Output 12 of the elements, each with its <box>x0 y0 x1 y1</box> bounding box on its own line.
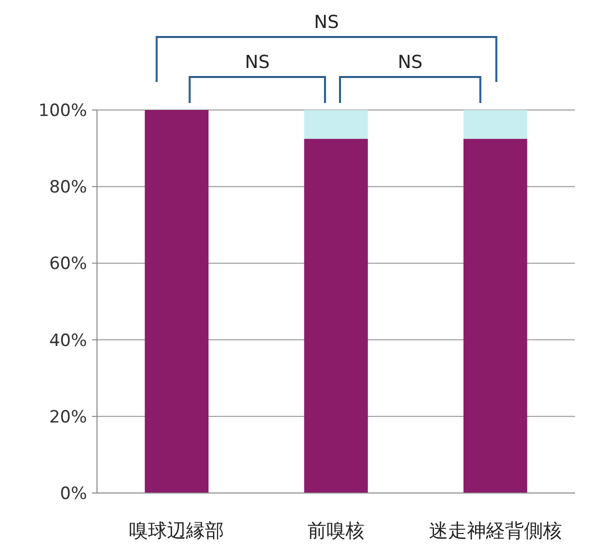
text: NS <box>314 12 339 33</box>
text: NS <box>398 52 423 73</box>
y-tick-label: 40% <box>49 330 87 351</box>
x-tick-label: 嗅球辺縁部 <box>129 520 224 542</box>
y-tick-label: 0% <box>60 484 87 504</box>
y-tick-label: 100% <box>38 100 87 121</box>
x-tick-label: 迷走神経背側核 <box>428 520 562 542</box>
y-tick-label: 20% <box>49 407 87 428</box>
y-tick-label: 80% <box>49 178 87 198</box>
y-tick-label: 60% <box>49 254 87 274</box>
x-tick-label: 前嗅核 <box>308 520 364 542</box>
text: NS <box>244 52 270 73</box>
